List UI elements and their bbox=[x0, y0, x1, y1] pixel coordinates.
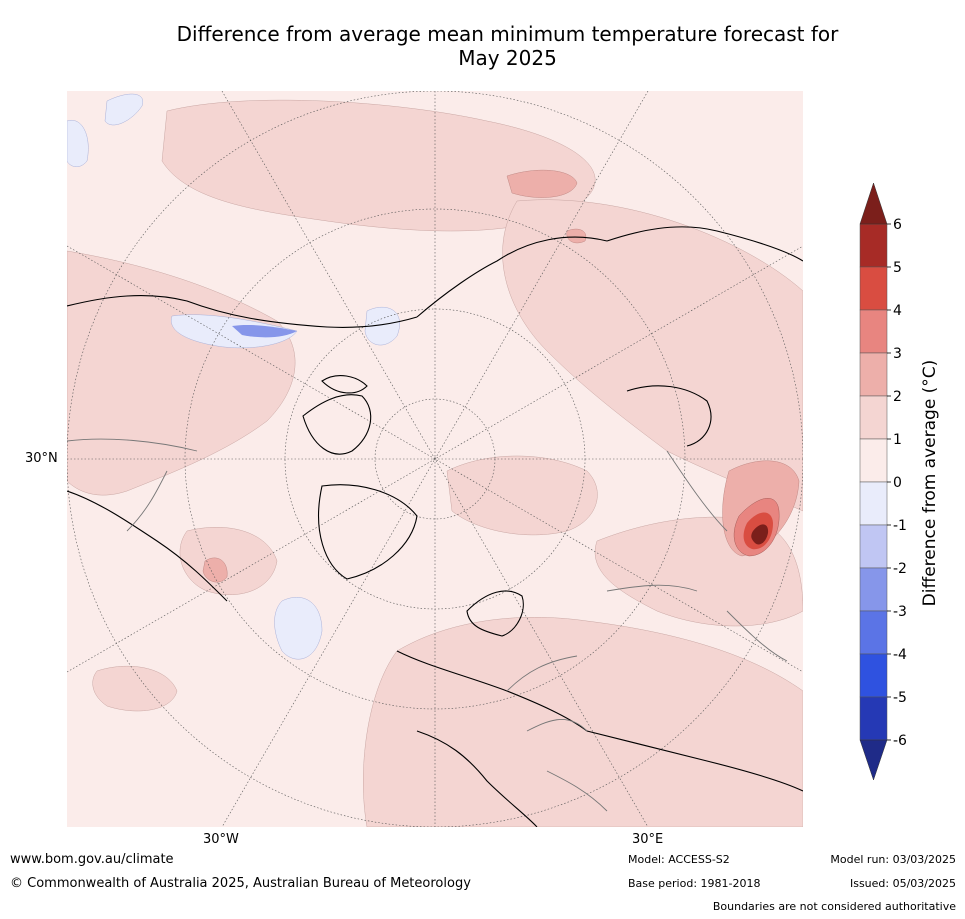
colorbar-block bbox=[859, 567, 888, 612]
anomaly-negative-regions bbox=[67, 93, 400, 660]
footer-model: Model: ACCESS-S2 bbox=[628, 853, 730, 866]
map-borders bbox=[67, 438, 788, 812]
forecast-map bbox=[67, 91, 803, 827]
anomaly-minus-2-3-region bbox=[232, 324, 297, 338]
colorbar-block bbox=[859, 696, 888, 741]
colorbar-tick-label: 5 bbox=[893, 260, 902, 276]
colorbar-block bbox=[859, 610, 888, 655]
colorbar-block bbox=[859, 653, 888, 698]
title-line-2: May 2025 bbox=[458, 46, 557, 70]
title-line-1: Difference from average mean minimum tem… bbox=[176, 22, 839, 46]
colorbar-tick-label: -3 bbox=[893, 604, 907, 620]
colorbar-block bbox=[859, 524, 888, 569]
footer-base-period: Base period: 1981-2018 bbox=[628, 877, 761, 890]
colorbar-extend-over bbox=[859, 182, 888, 225]
footer-url[interactable]: www.bom.gov.au/climate bbox=[10, 852, 174, 867]
colorbar-block bbox=[859, 481, 888, 526]
anomaly-over-6-region bbox=[751, 524, 769, 545]
map-coastlines bbox=[67, 226, 803, 827]
footer-disclaimer: Boundaries are not considered authoritat… bbox=[712, 900, 956, 913]
lon-label-30e: 30°E bbox=[632, 832, 664, 847]
lon-label-30w: 30°W bbox=[203, 832, 239, 847]
map-title: Difference from average mean minimum tem… bbox=[60, 22, 955, 70]
map-graticule bbox=[67, 91, 803, 827]
colorbar-block bbox=[859, 352, 888, 397]
colorbar-tick-label: 3 bbox=[893, 346, 902, 362]
colorbar-ticks: 6 5 4 3 2 1 0 -1 -2 -3 -4 -5 -6 bbox=[887, 217, 907, 749]
colorbar-block bbox=[859, 309, 888, 354]
colorbar-tick-label: -4 bbox=[893, 647, 907, 663]
colorbar-block bbox=[859, 395, 888, 440]
colorbar-tick-label: -6 bbox=[893, 733, 907, 749]
colorbar-tick-label: 6 bbox=[893, 217, 902, 233]
colorbar-blocks bbox=[859, 223, 888, 741]
map-canvas bbox=[67, 91, 803, 827]
colorbar-block bbox=[859, 266, 888, 311]
footer-copyright: © Commonwealth of Australia 2025, Austra… bbox=[10, 876, 471, 891]
colorbar-block bbox=[859, 438, 888, 483]
footer-model-run: Model run: 03/03/2025 bbox=[830, 853, 956, 866]
colorbar-tick-label: -2 bbox=[893, 561, 907, 577]
footer-issued: Issued: 05/03/2025 bbox=[849, 877, 956, 890]
colorbar-tick-label: -5 bbox=[893, 690, 907, 706]
colorbar-tick-label: -1 bbox=[893, 518, 907, 534]
colorbar-tick-label: 1 bbox=[893, 432, 902, 448]
colorbar-tick-label: 4 bbox=[893, 303, 902, 319]
lat-label-30n: 30°N bbox=[25, 451, 58, 466]
colorbar-tick-label: 0 bbox=[893, 475, 902, 491]
colorbar-block bbox=[859, 223, 888, 268]
colorbar-tick-label: 2 bbox=[893, 389, 902, 405]
colorbar-label: Difference from average (°C) bbox=[920, 360, 940, 607]
colorbar-extend-under bbox=[859, 739, 888, 781]
anomaly-1-2-regions bbox=[67, 99, 803, 827]
